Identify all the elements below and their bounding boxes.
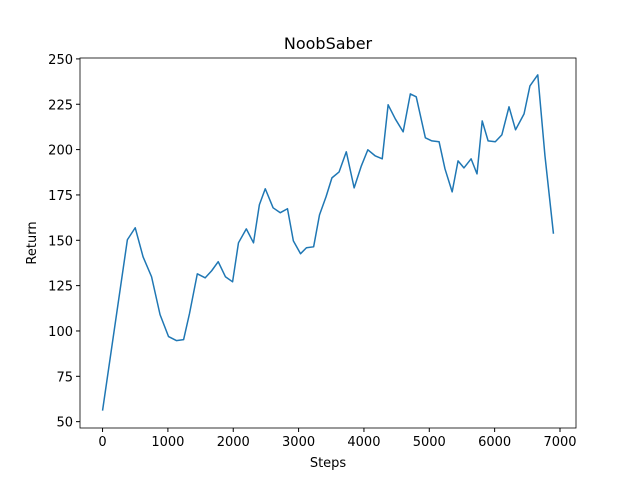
x-tick-label: 0	[98, 435, 106, 450]
y-tick-label: 250	[48, 53, 73, 68]
y-tick-label: 125	[48, 280, 73, 295]
y-tick-label: 200	[48, 144, 73, 159]
y-axis-label: Return	[25, 221, 40, 264]
x-axis-label: Steps	[310, 456, 347, 471]
y-tick-label: 150	[48, 234, 73, 249]
y-tick-label: 225	[48, 98, 73, 113]
x-tick-label: 7000	[543, 435, 576, 450]
y-tick-label: 50	[56, 416, 73, 431]
x-tick-label: 3000	[282, 435, 315, 450]
y-tick-label: 100	[48, 325, 73, 340]
x-tick-label: 4000	[347, 435, 380, 450]
y-tick-label: 175	[48, 189, 73, 204]
x-tick-label: 5000	[413, 435, 446, 450]
x-tick-label: 2000	[217, 435, 250, 450]
line	[101, 74, 555, 411]
x-tick-label: 1000	[151, 435, 184, 450]
plot-frame	[79, 57, 577, 429]
y-tick-label: 75	[56, 370, 73, 385]
x-tick-label: 6000	[478, 435, 511, 450]
chart-title: NoobSaber	[284, 34, 373, 53]
